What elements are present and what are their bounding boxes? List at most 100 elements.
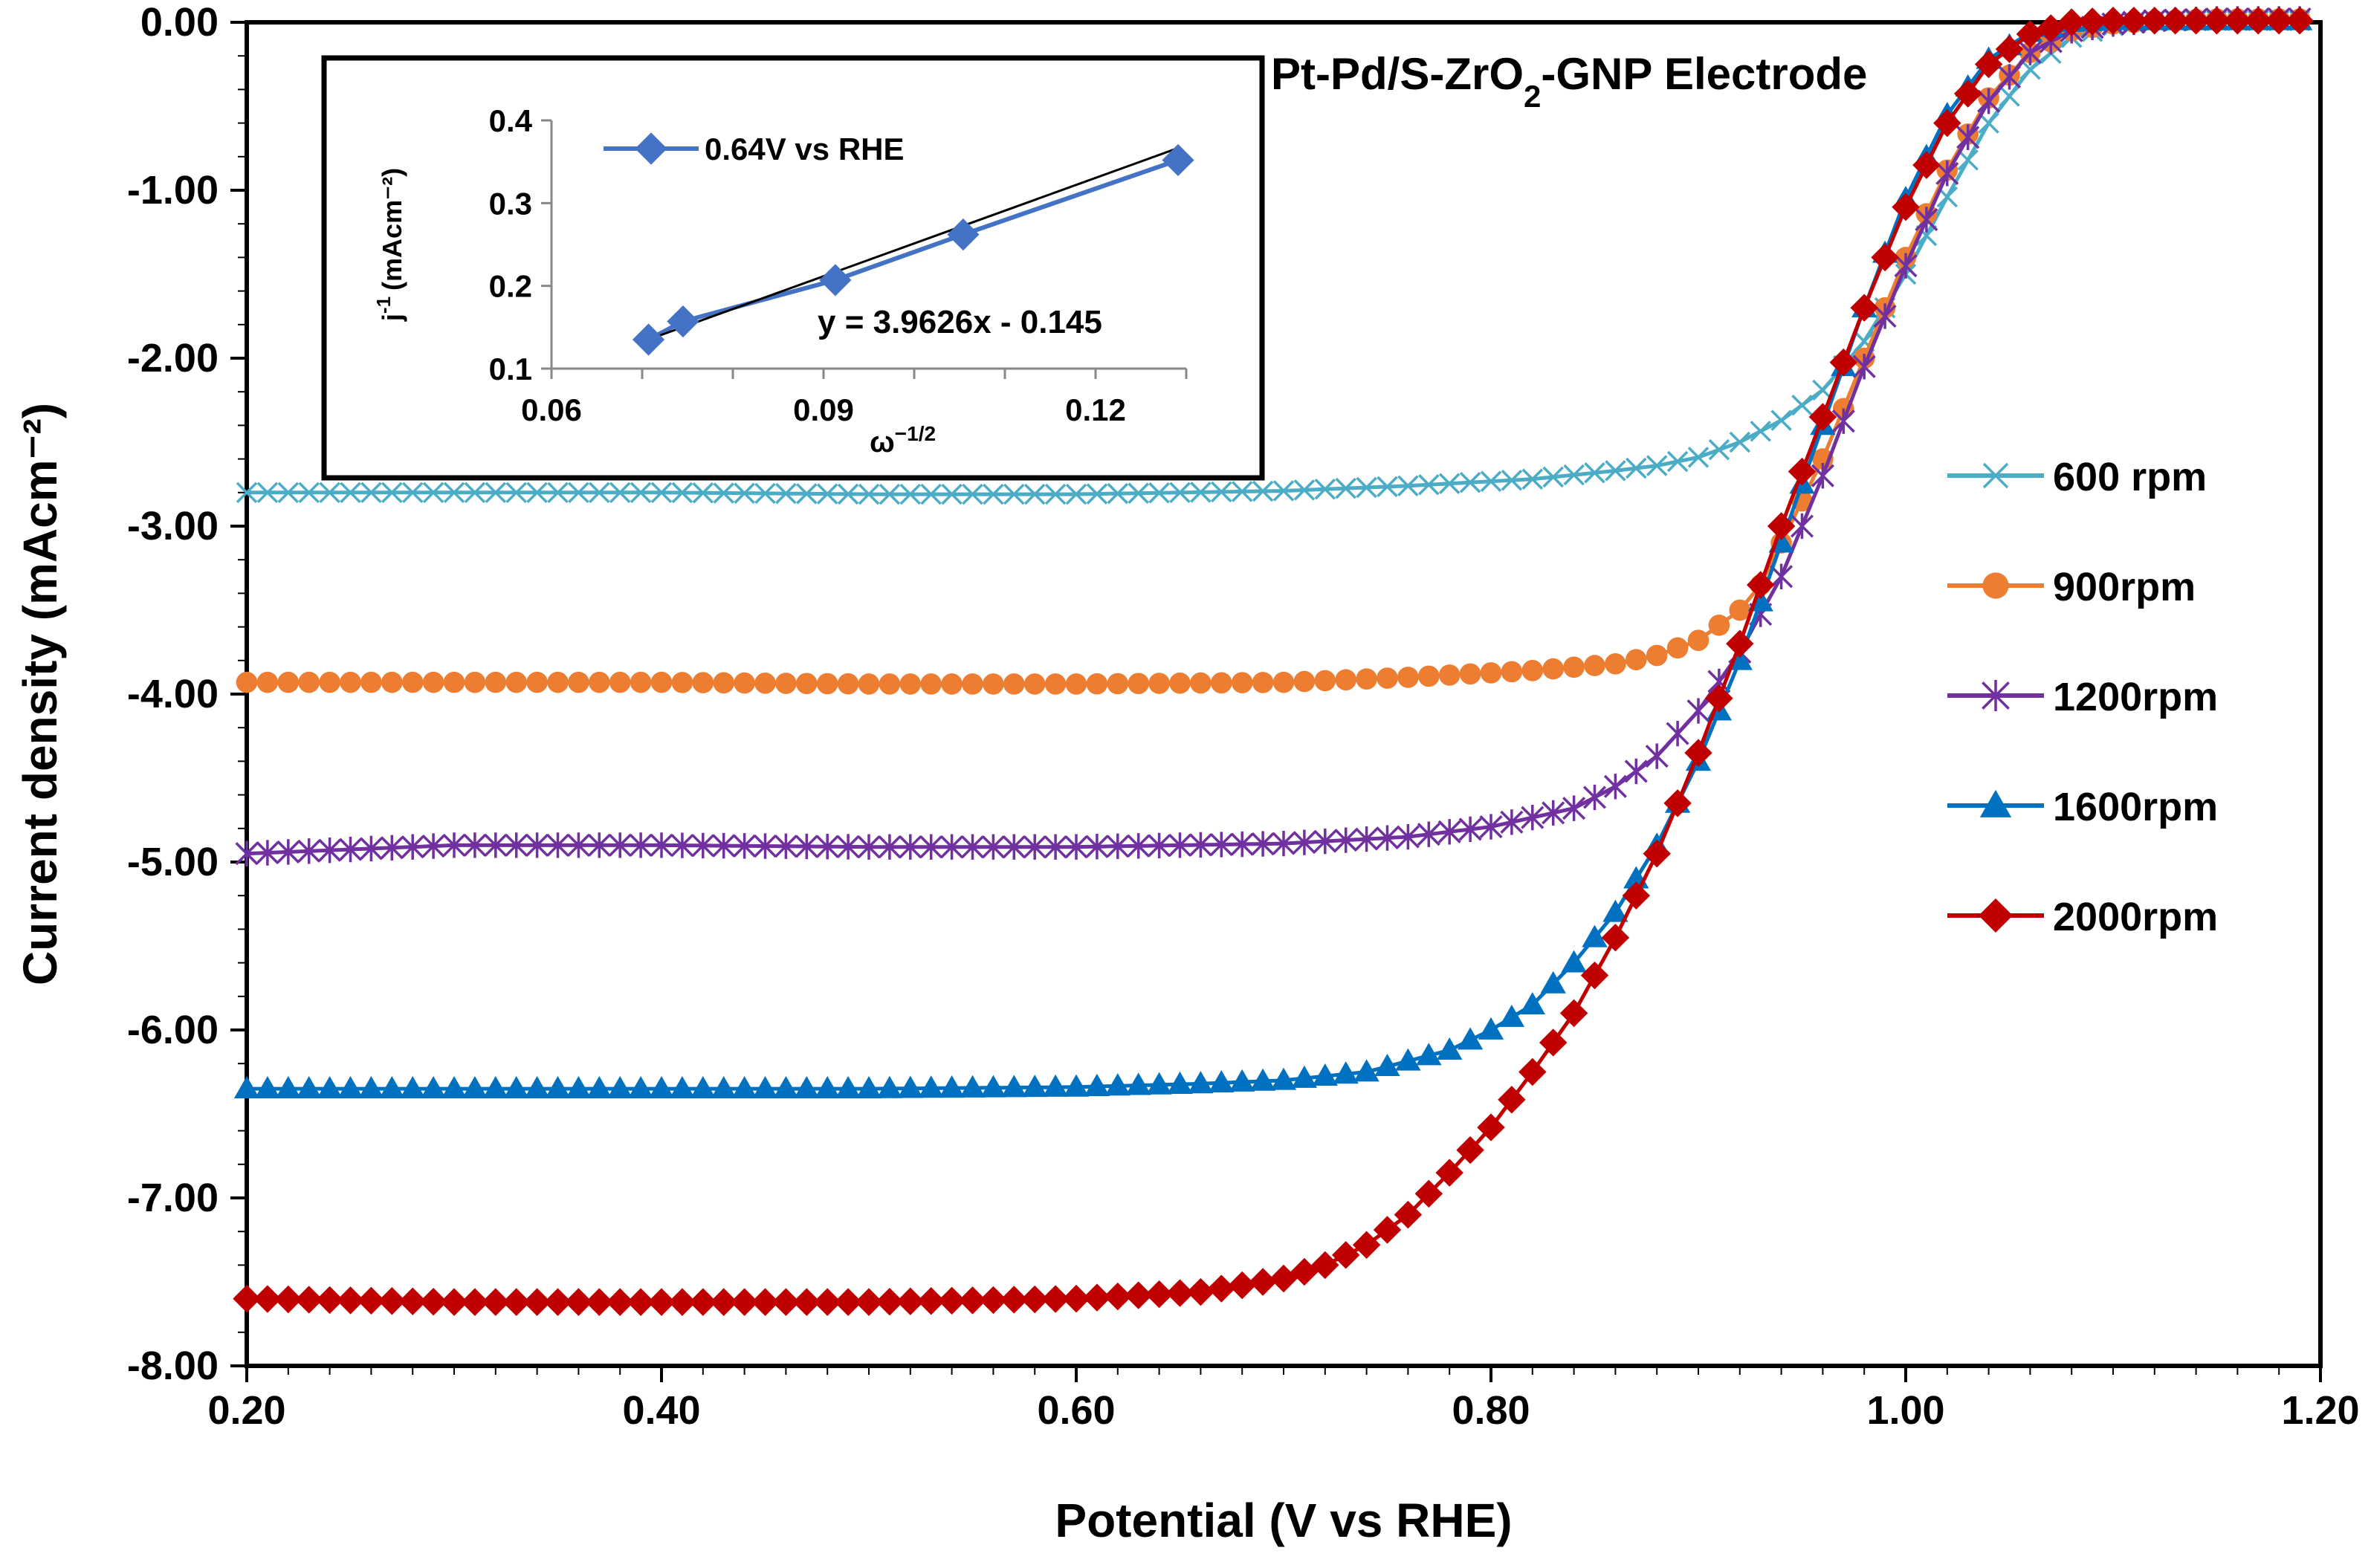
data-point [236,482,258,504]
data-point [1562,795,1586,821]
data-point [1603,774,1627,800]
data-point [960,1075,986,1098]
data-point [1456,1135,1484,1164]
inset-x-tick-label: 0.06 [521,392,582,427]
data-point [796,673,818,695]
data-point [296,1075,322,1098]
data-point [360,482,382,504]
data-point [1314,479,1336,500]
data-point [1293,479,1316,501]
data-point [1539,1028,1568,1057]
data-point [1726,629,1754,658]
data-point [1377,667,1398,689]
data-point [1790,513,1814,540]
data-point [1125,1072,1151,1095]
data-point [899,483,922,505]
data-point [543,1288,572,1316]
inset-y-axis-title: j-1(mAcm⁻²) [372,168,407,322]
inset-data-point [667,305,699,338]
data-point [1209,1070,1235,1093]
data-point [919,834,943,860]
data-point [1252,672,1274,693]
data-point [609,671,631,693]
data-point [1145,1280,1174,1309]
x-axis-title: Potential (V vs RHE) [1055,1494,1512,1547]
series-1200rpm [235,6,2312,866]
data-point [236,671,258,693]
data-point [691,832,715,859]
data-point [547,482,569,504]
data-point [1559,999,1588,1028]
data-point [670,832,694,858]
data-point [1705,684,1733,713]
series-2000rpm [233,7,2314,1316]
data-point [379,1075,405,1098]
data-point [589,482,610,504]
data-point [1500,809,1524,835]
data-point [1211,672,1232,694]
data-point [1065,483,1087,505]
legend-swatch-marker [1982,462,2009,489]
data-point [401,834,424,860]
data-point [1624,758,1648,785]
data-point [253,1285,282,1313]
data-point [899,834,922,860]
data-point [855,1288,883,1316]
y-tick-label: -8.00 [127,1344,219,1388]
data-point [1377,476,1398,498]
data-point [1458,816,1482,843]
data-point [1584,655,1605,676]
data-point [1435,1159,1463,1187]
data-point [1831,408,1855,434]
data-point [1480,662,1502,684]
data-point [1521,660,1544,681]
data-point [650,671,673,693]
data-point [858,673,880,695]
data-point [629,832,653,858]
data-point [274,1285,303,1314]
data-point [1933,108,1961,137]
data-point [713,672,734,694]
legend-swatch-marker [1982,572,2009,599]
data-point [1148,832,1171,859]
data-point [1999,85,2020,107]
legend-item: 900rpm [1947,565,2196,609]
data-point [940,834,964,860]
data-point [485,482,507,504]
data-point [1148,673,1170,694]
data-point [1605,460,1626,482]
data-point [857,834,881,860]
data-point [773,1075,799,1098]
inset-series-group [632,143,1194,356]
data-point [669,1075,696,1098]
data-point [233,1075,260,1098]
data-point [1459,663,1481,685]
data-point [1852,354,1876,380]
data-point [1582,924,1608,947]
data-point [1666,450,1689,473]
data-point [1062,1284,1090,1313]
data-point [340,671,361,693]
data-point [1065,673,1087,695]
data-point [941,483,963,505]
data-point [1188,1071,1214,1094]
x-tick-label: 0.80 [1452,1388,1530,1433]
data-point [589,671,610,693]
data-point [1521,468,1544,490]
data-point [1666,637,1689,659]
data-point [958,1286,987,1315]
inset-data-point [819,264,852,297]
data-point [1414,1179,1443,1208]
data-point [422,671,444,693]
data-point [319,482,340,504]
data-point [1602,899,1628,922]
data-point [1356,668,1377,690]
data-point [1083,1283,1111,1312]
data-point [1395,1048,1421,1071]
data-point [939,1075,965,1098]
data-point [775,482,797,505]
x-tick-label: 0.20 [207,1388,285,1433]
data-point [1064,834,1088,860]
data-point [1480,470,1502,492]
data-point [1169,673,1191,694]
